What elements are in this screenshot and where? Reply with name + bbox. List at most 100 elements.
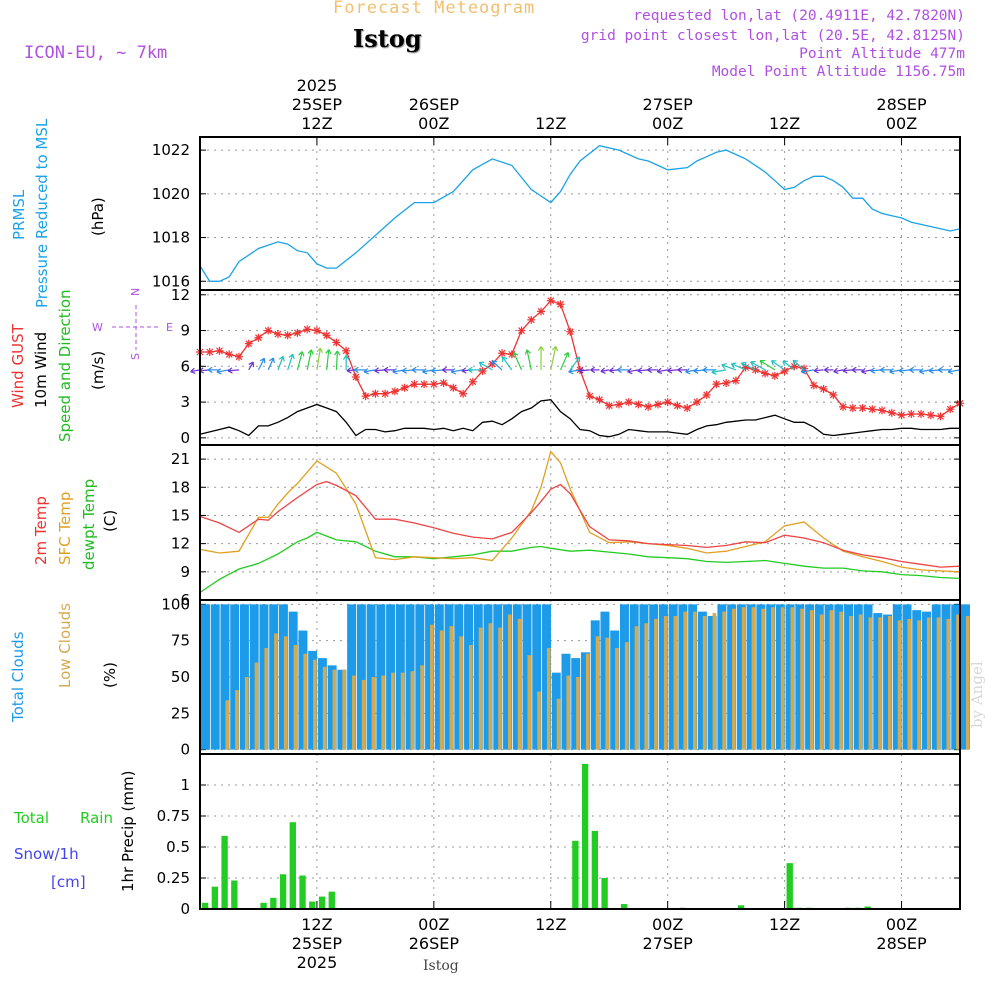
gust-marker (254, 333, 263, 342)
wind-arrow (524, 349, 532, 371)
gust-marker (839, 402, 848, 411)
bottom-time-label: 2025 (297, 953, 338, 972)
gust-marker (595, 395, 604, 404)
low-cloud-bar (556, 698, 561, 750)
low-cloud-bar (274, 633, 278, 750)
total-cloud-bar (610, 630, 620, 750)
panel-2-grid (200, 445, 960, 601)
wind-arrow (383, 366, 395, 374)
rain-bar (737, 905, 745, 909)
top-time-label: 00Z (652, 114, 683, 133)
low-cloud-bar (283, 636, 288, 750)
wind-arrow (216, 368, 230, 375)
low-cloud-bar (878, 617, 882, 750)
total-cloud-bar (736, 604, 746, 750)
y-tick-label: 1016 (152, 272, 190, 290)
gust-marker (439, 379, 448, 387)
wind-arrow (721, 363, 737, 371)
compass-w-label: W (92, 321, 103, 334)
gust-marker (946, 405, 955, 414)
wind-arrow (759, 359, 776, 371)
rain-legend-total: Total (14, 809, 50, 827)
low-cloud-bar (751, 607, 756, 750)
gust-marker (702, 390, 711, 399)
requested-coords: requested lon,lat (20.4911E, 42.7820N) (633, 8, 965, 24)
wind-arrow (537, 346, 545, 370)
low-cloud-bar (361, 679, 366, 750)
panel-frame (199, 444, 961, 601)
gust-marker (585, 392, 594, 401)
gust-marker (634, 400, 643, 409)
y-tick-label: 75 (171, 632, 190, 650)
y-tick-label: 1 (180, 776, 190, 794)
gust-marker (527, 315, 536, 324)
low-cloud-bar (313, 659, 317, 750)
total-cloud-bar (639, 604, 649, 750)
low-cloud-bar (800, 608, 804, 750)
rain-bar (299, 875, 306, 909)
gust-marker (264, 326, 273, 335)
point-altitude: Point Altitude 477m (799, 46, 965, 62)
wind-arrow (512, 352, 523, 371)
gust-marker (809, 381, 818, 390)
rain-bar (231, 880, 238, 909)
wind-arrow (325, 349, 332, 370)
wind-arrow (227, 367, 240, 374)
total-cloud-bar (298, 630, 308, 750)
total-cloud-bar (697, 611, 707, 750)
gust-marker (429, 380, 438, 389)
total-cloud-bar (844, 604, 854, 750)
wind-arrow (801, 368, 814, 375)
total-cloud-bar (288, 611, 298, 750)
total-cloud-bar (775, 604, 785, 750)
total-cloud-bar (590, 620, 600, 750)
wind-arrow (750, 360, 766, 371)
wind-arrow (287, 353, 295, 371)
rain-bar (279, 874, 287, 909)
total-cloud-bar (571, 658, 581, 750)
bottom-time-label: 00Z (652, 915, 683, 934)
rain-bar (620, 904, 628, 909)
y-tick-label: 12 (171, 286, 190, 304)
low-cloud-bar (225, 700, 230, 750)
total-cloud-bar (619, 604, 629, 750)
wind-arrow (919, 368, 931, 375)
top-time-label: 25SEP (292, 95, 343, 114)
total-cloud-bar (824, 604, 834, 750)
y-tick-label: 0 (180, 741, 190, 759)
total-cloud-bar (230, 604, 240, 750)
wind-arrow (590, 366, 600, 374)
y-tick-label: 0 (180, 900, 190, 918)
wind-arrow (842, 367, 853, 374)
low-cloud-bar (410, 671, 415, 750)
gust-marker (887, 408, 896, 417)
bottom-time-label: 12Z (535, 915, 566, 934)
total-cloud-bar (278, 604, 288, 750)
low-cloud-bar (595, 636, 600, 750)
bottom-time-label: 00Z (418, 915, 449, 934)
total-cloud-bar (941, 604, 951, 750)
rain-bar (211, 886, 219, 909)
model-point-altitude: Model Point Altitude 1156.75m (711, 64, 965, 80)
wind-arrow (792, 359, 805, 371)
low-cloud-bar (439, 630, 444, 750)
wind10m-line (199, 399, 960, 438)
wind-arrow (600, 367, 610, 374)
low-cloud-bar (507, 614, 512, 750)
gust-marker (449, 383, 458, 392)
y-tick-label: 0.5 (166, 838, 190, 856)
low-cloud-bar (254, 662, 259, 750)
total-cloud-bar (473, 604, 483, 750)
total-cloud-bar (337, 669, 347, 750)
wind-arrow (909, 366, 922, 374)
gust-marker (468, 377, 477, 386)
wind-arrow (833, 367, 844, 374)
low-cloud-bar (712, 613, 717, 750)
wind-arrow (316, 347, 323, 370)
low-cloud-bar (605, 637, 610, 750)
wind-arrow (467, 366, 483, 374)
low-cloud-bar (849, 615, 853, 750)
compass-e-label: E (166, 321, 173, 334)
wind-arrow (569, 356, 581, 371)
panel-frame (199, 136, 961, 291)
